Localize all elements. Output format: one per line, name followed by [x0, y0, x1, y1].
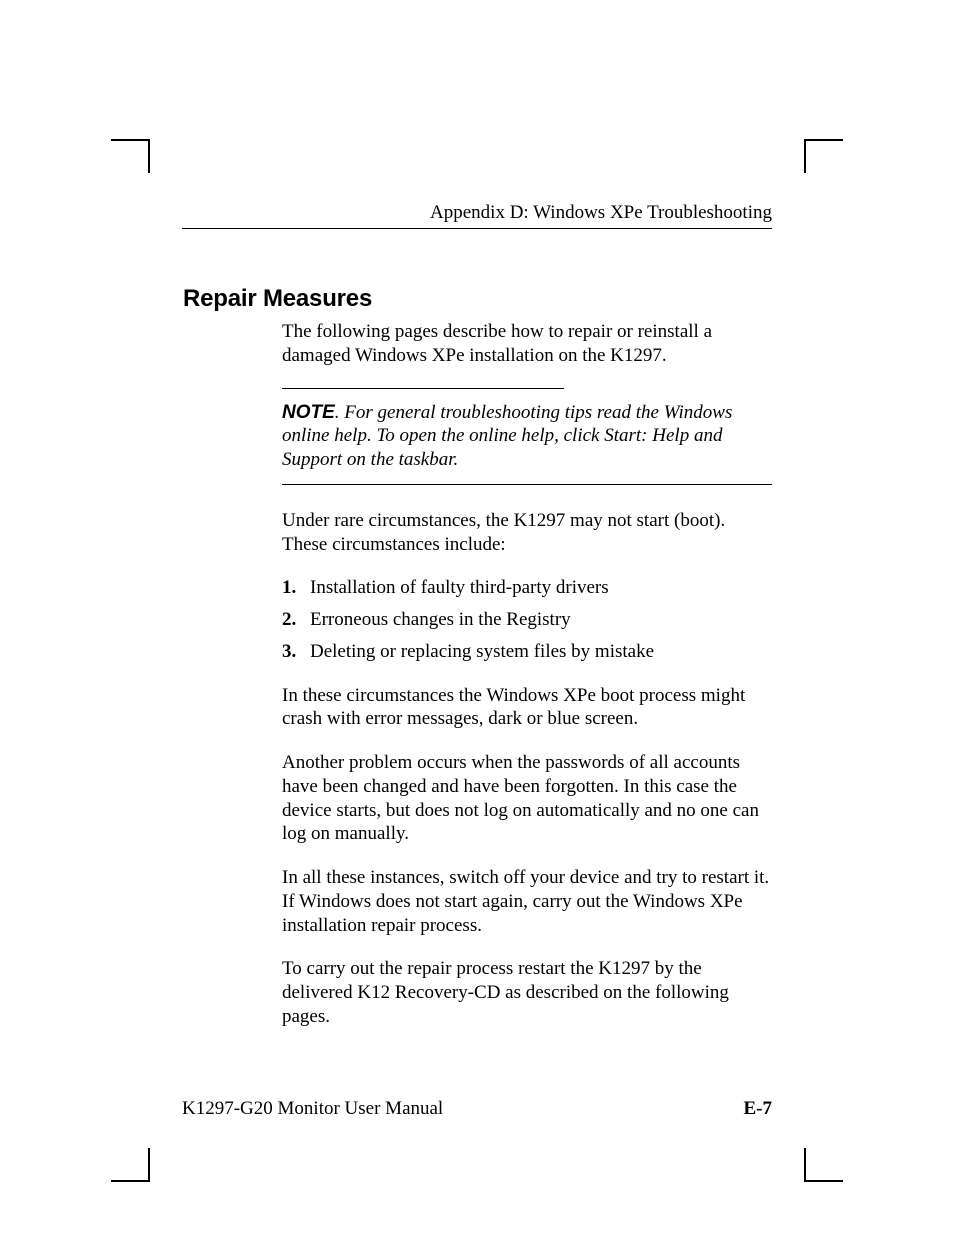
- section-heading: Repair Measures: [183, 285, 372, 313]
- crop-mark: [148, 139, 150, 173]
- paragraph: Under rare circumstances, the K1297 may …: [282, 509, 772, 557]
- header-rule: [182, 228, 772, 229]
- crop-mark: [804, 1148, 806, 1182]
- list-number: 1.: [282, 576, 296, 600]
- crop-mark: [148, 1148, 150, 1182]
- crop-mark: [111, 1180, 150, 1182]
- crop-mark: [804, 139, 806, 173]
- note-rule-bottom: [282, 484, 772, 485]
- crop-mark: [804, 1180, 843, 1182]
- paragraph: In all these instances, switch off your …: [282, 866, 772, 937]
- numbered-list: 1. Installation of faulty third-party dri…: [282, 576, 772, 663]
- running-header: Appendix D: Windows XPe Troubleshooting: [430, 202, 772, 224]
- paragraph: In these circumstances the Windows XPe b…: [282, 684, 772, 732]
- list-text: Installation of faulty third-party drive…: [310, 577, 609, 598]
- list-item: 3. Deleting or replacing system files by …: [282, 640, 772, 664]
- list-number: 2.: [282, 608, 296, 632]
- crop-mark: [111, 139, 150, 141]
- note-rule-top: [282, 388, 564, 389]
- list-item: 1. Installation of faulty third-party dri…: [282, 576, 772, 600]
- body-column: The following pages describe how to repa…: [282, 320, 772, 1049]
- intro-paragraph: The following pages describe how to repa…: [282, 320, 772, 368]
- list-text: Deleting or replacing system files by mi…: [310, 641, 654, 662]
- note-text: . For general troubleshooting tips read …: [282, 402, 732, 471]
- page: Appendix D: Windows XPe Troubleshooting …: [0, 0, 954, 1235]
- paragraph: Another problem occurs when the password…: [282, 751, 772, 846]
- footer-manual-title: K1297-G20 Monitor User Manual: [182, 1098, 443, 1120]
- list-number: 3.: [282, 640, 296, 664]
- crop-mark: [804, 139, 843, 141]
- note-paragraph: NOTE. For general troubleshooting tips r…: [282, 401, 772, 472]
- list-text: Erroneous changes in the Registry: [310, 609, 571, 630]
- paragraph: To carry out the repair process restart …: [282, 957, 772, 1028]
- list-item: 2. Erroneous changes in the Registry: [282, 608, 772, 632]
- note-label: NOTE: [282, 402, 335, 423]
- footer-page-number: E-7: [744, 1098, 773, 1120]
